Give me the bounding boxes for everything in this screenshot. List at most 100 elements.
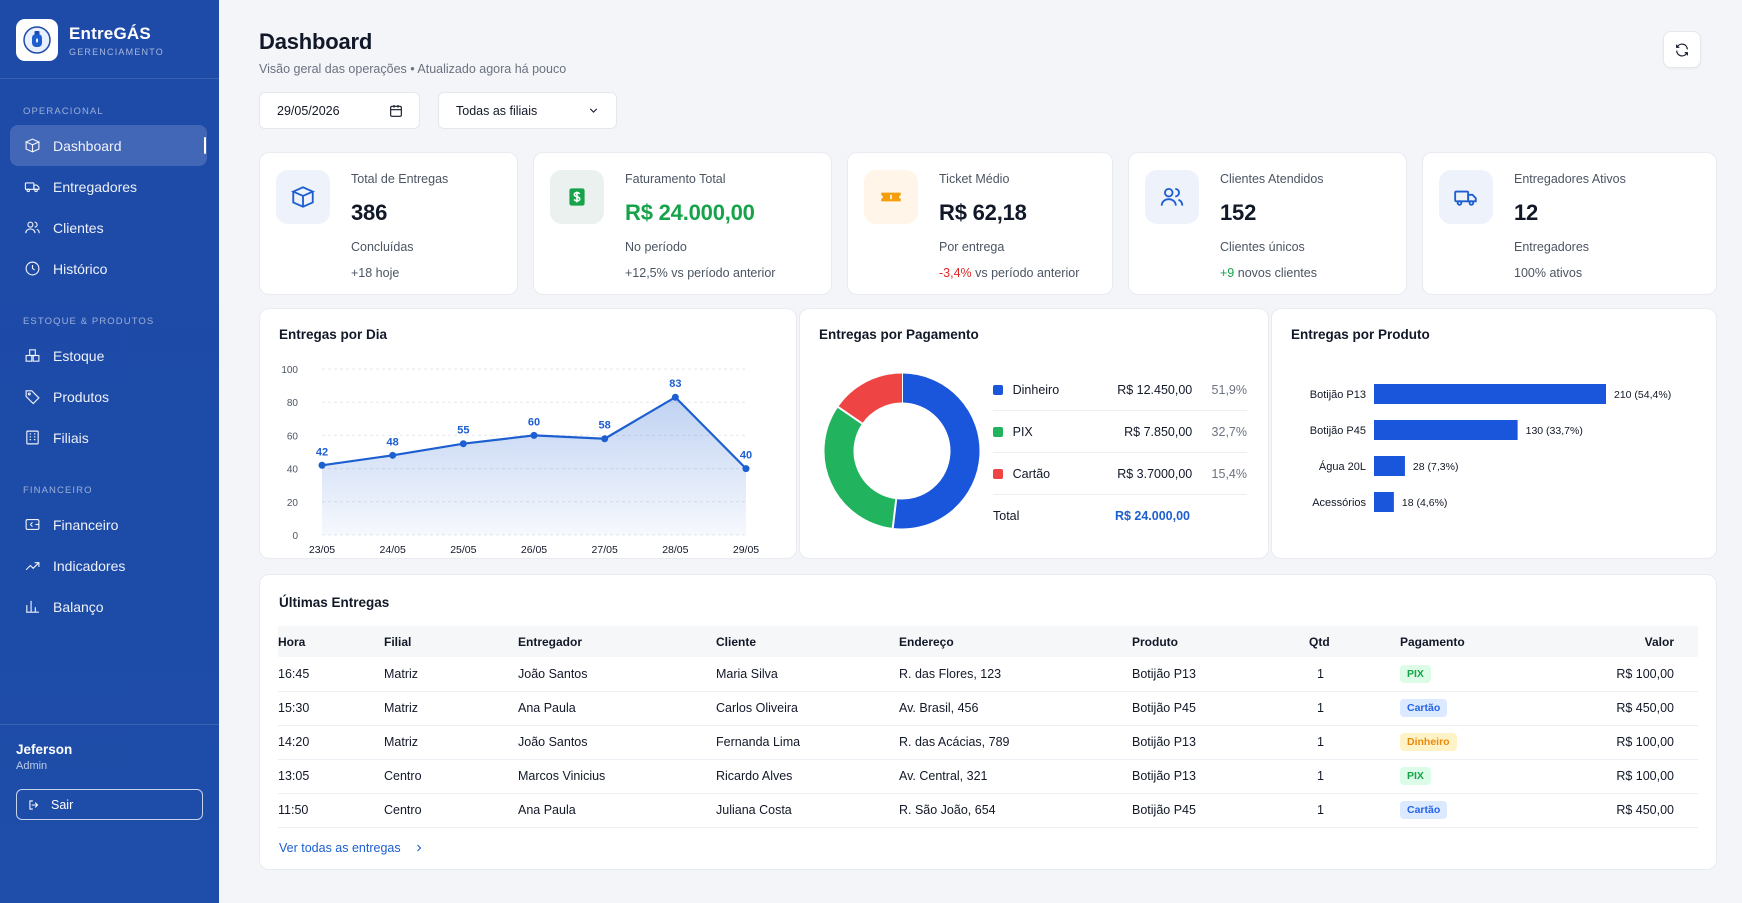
kpi-description: No período <box>625 240 687 254</box>
table-row[interactable]: 15:30 Matriz Ana Paula Carlos Oliveira Av. B… <box>278 691 1698 726</box>
kpi-trend: +9 novos clientes <box>1220 266 1324 280</box>
kpi-card-faturamento: Faturamento Total R$ 24.000,00 No períod… <box>533 152 832 295</box>
boxes-icon <box>25 349 40 362</box>
chart-card-product: Entregas por Produto Botijão P13 210 (54,… <box>1271 308 1717 559</box>
column-header[interactable]: Pagamento <box>1400 626 1570 657</box>
donut-slice[interactable] <box>824 407 897 528</box>
column-header[interactable]: Cliente <box>716 626 899 657</box>
data-point[interactable] <box>601 435 609 443</box>
chevron-right-icon <box>416 844 421 852</box>
table-row[interactable]: 13:05 Centro Marcos Vinicius Ricardo Alves A… <box>278 759 1698 794</box>
view-all-deliveries-link[interactable]: Ver todas as entregas <box>279 841 425 855</box>
truck-icon <box>1454 190 1477 206</box>
table-cell: Botijão P45 <box>1132 691 1309 726</box>
brand-subtitle: GERENCIAMENTO <box>69 46 164 57</box>
date-filter-input[interactable]: 29/05/2026 <box>259 92 420 129</box>
column-header[interactable]: Endereço <box>899 626 1132 657</box>
table-row[interactable]: 11:50 Centro Ana Paula Juliana Costa R. São … <box>278 793 1698 828</box>
kpi-trend-delta: -3,4% <box>939 266 972 280</box>
total-label: Total <box>993 509 1020 523</box>
payment-badge: PIX <box>1400 767 1431 785</box>
sidebar-item-clientes[interactable]: Clientes <box>10 207 207 248</box>
table-cell: 1 <box>1309 725 1400 760</box>
sidebar-item-financeiro[interactable]: Financeiro <box>10 504 207 545</box>
building-icon <box>26 430 39 445</box>
legend-label: Cartão <box>1012 466 1051 481</box>
data-point[interactable] <box>530 431 538 439</box>
kpi-icon-wrap <box>1439 170 1493 224</box>
data-point[interactable] <box>318 461 326 469</box>
chart-title: Entregas por Dia <box>279 327 388 342</box>
bar-value-label: 210 (54,4%) <box>1614 389 1671 401</box>
sidebar-item-historico[interactable]: Histórico <box>10 248 207 289</box>
data-label: 48 <box>387 436 399 448</box>
bar[interactable] <box>1374 456 1405 476</box>
payment-legend-row: Cartão R$ 3.7000,00 15,4% <box>993 453 1247 495</box>
bar[interactable] <box>1374 384 1606 404</box>
y-category-label: Água 20L <box>1319 460 1366 473</box>
page-subtitle: Visão geral das operações • Atualizado a… <box>259 62 567 76</box>
section-title-estoque: ESTOQUE & PRODUTOS <box>23 316 155 327</box>
table-cell: Botijão P13 <box>1132 725 1309 760</box>
logout-button[interactable]: Sair <box>16 789 203 820</box>
box-icon <box>24 138 41 153</box>
donut-slice[interactable] <box>838 373 903 425</box>
legend-percent: 51,9% <box>1211 382 1247 397</box>
data-point[interactable] <box>742 465 750 473</box>
sidebar-item-estoque[interactable]: Estoque <box>10 335 207 376</box>
kpi-trend: 100% ativos <box>1514 266 1626 280</box>
sidebar-item-entregadores[interactable]: Entregadores <box>10 166 207 207</box>
column-header[interactable]: Hora <box>278 626 384 657</box>
kpi-label: Ticket Médio <box>939 172 1010 186</box>
donut-slice[interactable] <box>892 373 980 529</box>
data-point[interactable] <box>389 451 397 459</box>
y-tick-label: 80 <box>287 398 299 409</box>
table-row[interactable]: 16:45 Matriz João Santos Maria Silva R. das … <box>278 657 1698 692</box>
data-point[interactable] <box>671 393 679 401</box>
column-header[interactable]: Valor <box>1570 626 1698 657</box>
legend-percent: 32,7% <box>1211 424 1247 439</box>
sidebar-item-produtos[interactable]: Produtos <box>10 376 207 417</box>
daily-line-chart: 100 80 60 40 20 0 42 23/05 48 24/05 55 25/05 60 26/05… <box>281 365 759 556</box>
box-icon <box>290 186 316 208</box>
kpi-value: R$ 62,18 <box>939 200 1027 225</box>
legend-label: Dinheiro <box>1012 382 1060 397</box>
sidebar-item-dashboard[interactable]: Dashboard <box>10 125 207 166</box>
payment-legend-row: PIX R$ 7.850,00 32,7% <box>993 411 1247 453</box>
legend-percent: 15,4% <box>1211 466 1247 481</box>
table-cell: Ricardo Alves <box>716 759 899 794</box>
logout-label: Sair <box>51 797 74 812</box>
kpi-trend: +18 hoje <box>351 266 448 280</box>
payment-badge: Cartão <box>1400 801 1448 819</box>
legend-amount: R$ 12.450,00 <box>1117 382 1193 397</box>
sidebar-item-balanco[interactable]: Balanço <box>10 586 207 627</box>
table-cell: Av. Brasil, 456 <box>899 691 1132 726</box>
x-tick-label: 24/05 <box>380 544 406 556</box>
bar-value-label: 130 (33,7%) <box>1526 425 1583 437</box>
refresh-button[interactable] <box>1663 31 1701 68</box>
bar-value-label: 18 (4,6%) <box>1402 497 1448 509</box>
branch-select[interactable]: Todas as filiais <box>438 92 617 129</box>
column-header[interactable]: Qtd <box>1309 626 1400 657</box>
kpi-trend-text: vs período anterior <box>971 266 1080 280</box>
data-point[interactable] <box>459 440 467 448</box>
bar[interactable] <box>1374 420 1518 440</box>
table-cell: R$ 450,00 <box>1570 691 1698 726</box>
sidebar-item-indicadores[interactable]: Indicadores <box>10 545 207 586</box>
table-cell: 1 <box>1309 759 1400 794</box>
kpi-icon-wrap <box>1145 170 1199 224</box>
data-label: 60 <box>528 416 540 428</box>
kpi-trend: +12,5% vs período anterior <box>625 266 775 280</box>
kpi-card-total-entregas: Total de Entregas 386 Concluídas +18 hoj… <box>259 152 518 295</box>
table-cell: R$ 100,00 <box>1570 725 1698 760</box>
column-header[interactable]: Produto <box>1132 626 1309 657</box>
table-cell: R$ 100,00 <box>1570 657 1698 692</box>
bar[interactable] <box>1374 492 1394 512</box>
table-cell: Ana Paula <box>518 691 716 726</box>
area-fill <box>322 397 746 535</box>
sidebar-item-filiais[interactable]: Filiais <box>10 417 207 458</box>
column-header[interactable]: Filial <box>384 626 518 657</box>
table-row[interactable]: 14:20 Matriz João Santos Fernanda Lima R. da… <box>278 725 1698 760</box>
column-header[interactable]: Entregador <box>518 626 716 657</box>
table-cell: 1 <box>1309 793 1400 828</box>
